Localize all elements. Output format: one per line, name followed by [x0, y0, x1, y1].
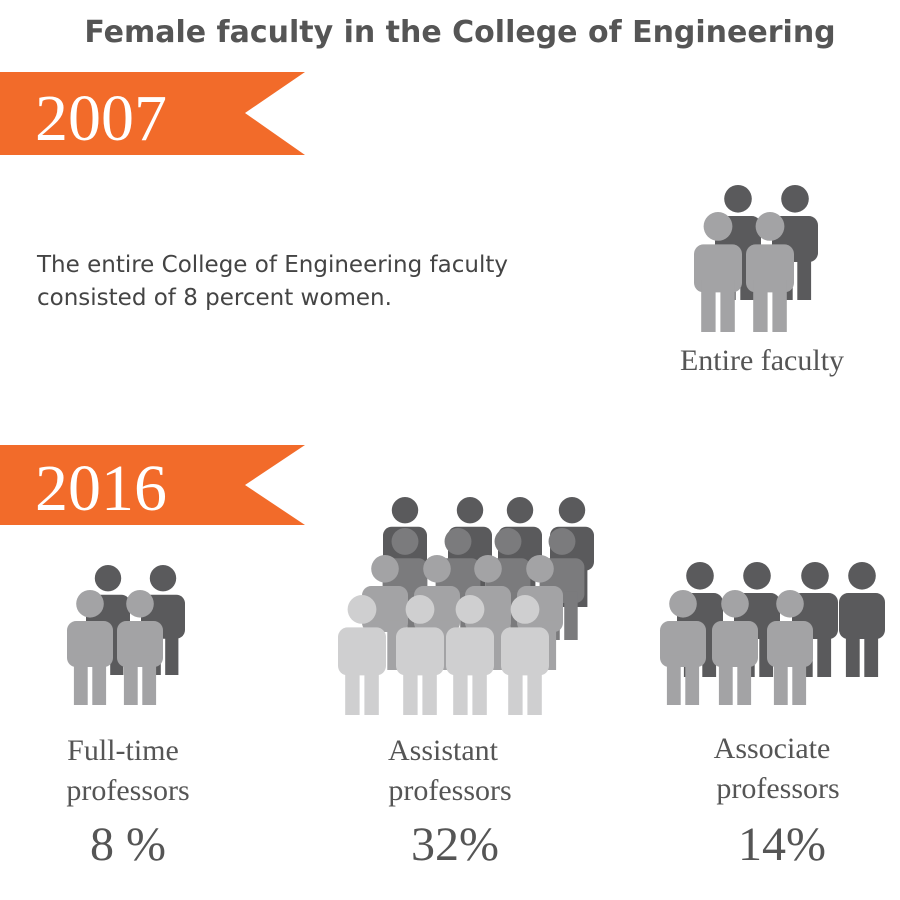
person-icon [446, 595, 494, 715]
person-icon [501, 595, 549, 715]
person-icon [117, 590, 163, 705]
people-icons [67, 185, 885, 715]
person-leg [753, 280, 768, 332]
person-head [781, 185, 809, 213]
person-head [724, 185, 752, 213]
person-head [474, 555, 502, 583]
person-leg [845, 627, 860, 677]
person-head [848, 562, 876, 590]
person-head [526, 555, 554, 583]
person-leg [345, 663, 360, 715]
person-icon [67, 590, 113, 705]
title: Female faculty in the College of Enginee… [84, 15, 835, 50]
person-leg [564, 591, 578, 640]
person-leg [773, 655, 788, 705]
person-leg [817, 627, 832, 677]
person-leg [792, 655, 807, 705]
person-head [510, 595, 540, 624]
person-icon [396, 595, 444, 715]
person-head [391, 497, 419, 524]
person-head [94, 565, 122, 592]
person-leg [472, 663, 487, 715]
person-leg [718, 655, 733, 705]
person-leg [123, 655, 138, 705]
group-value: 14% [738, 818, 826, 871]
person-head [391, 528, 419, 555]
group-value: 32% [411, 818, 499, 871]
person-head [506, 497, 534, 524]
person-leg [772, 280, 787, 332]
person-head [76, 590, 104, 618]
person-leg [701, 280, 716, 332]
person-head [776, 590, 804, 618]
person-head [371, 555, 399, 583]
person-head [423, 555, 451, 583]
person-head [405, 595, 435, 624]
person-head [703, 212, 733, 241]
person-leg [797, 250, 812, 300]
person-head [548, 528, 576, 555]
group-label: Assistant [388, 734, 499, 767]
person-leg [403, 663, 418, 715]
person-head [755, 212, 785, 241]
person-leg [364, 663, 379, 715]
person-icon [767, 590, 813, 705]
person-icon [338, 595, 386, 715]
person-leg [685, 655, 700, 705]
person-head [126, 590, 154, 618]
person-head [669, 590, 697, 618]
person-leg [737, 655, 752, 705]
person-leg [666, 655, 681, 705]
person-head [149, 565, 177, 592]
person-leg [92, 655, 107, 705]
person-leg [165, 627, 179, 675]
person-leg [73, 655, 88, 705]
person-head [347, 595, 377, 624]
group-label: Associate [714, 732, 831, 765]
person-head [743, 562, 771, 590]
year: 2007 [35, 82, 167, 155]
description-line: consisted of 8 percent women. [37, 285, 392, 311]
person-icon [839, 562, 885, 677]
person-icon [694, 212, 742, 332]
year-banner [0, 445, 305, 525]
person-head [444, 528, 472, 555]
person-head [494, 528, 522, 555]
group-label: professors [66, 774, 189, 807]
person-head [558, 497, 586, 524]
person-head [686, 562, 714, 590]
person-icon [712, 590, 758, 705]
person-head [455, 595, 485, 624]
person-leg [142, 655, 157, 705]
group-label: professors [716, 772, 839, 805]
person-head [456, 497, 484, 524]
person-leg [508, 663, 523, 715]
person-leg [864, 627, 879, 677]
person-head [721, 590, 749, 618]
group-value: 8 % [90, 818, 166, 871]
person-leg [720, 280, 735, 332]
person-head [801, 562, 829, 590]
person-icon [660, 590, 706, 705]
year-banner [0, 72, 305, 155]
person-leg [453, 663, 468, 715]
year: 2016 [35, 452, 167, 525]
person-icon [746, 212, 794, 332]
group-label: Full-time [67, 734, 179, 767]
person-leg [422, 663, 437, 715]
person-leg [527, 663, 542, 715]
description-line: The entire College of Engineering facult… [36, 252, 508, 278]
group-label: professors [388, 774, 511, 807]
group-label: Entire faculty [680, 344, 844, 377]
